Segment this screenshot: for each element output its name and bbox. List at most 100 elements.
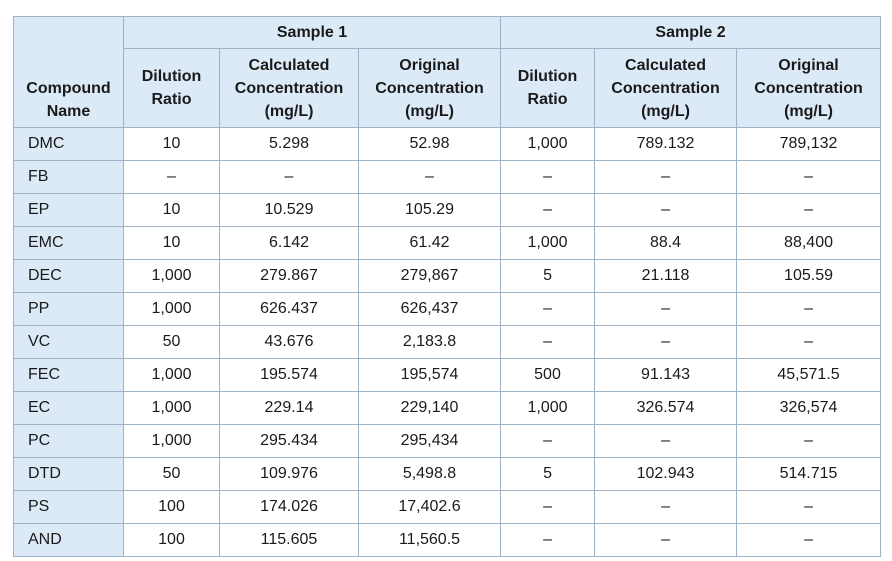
- table-row: FEC 1,000 195.574 195,574 500 91.143 45,571.5: [13, 358, 882, 392]
- value-cell: 789.132: [594, 127, 738, 161]
- value-cell: 626,437: [357, 292, 502, 326]
- value-cell: 1,000: [500, 127, 596, 161]
- value-cell: 229,140: [357, 391, 502, 425]
- compound-cell: PS: [13, 490, 124, 524]
- value-cell: –: [736, 292, 882, 326]
- value-cell: 10: [123, 193, 220, 227]
- table-row: PS 100 174.026 17,402.6– – –: [13, 490, 882, 524]
- value-cell: 500: [500, 358, 596, 392]
- value-cell: 43.676: [219, 325, 359, 359]
- value-cell: 195,574: [357, 358, 502, 392]
- value-cell: 174.026: [219, 490, 359, 524]
- value-cell: 2,183.8: [357, 325, 502, 359]
- value-cell: 102.943: [594, 457, 738, 491]
- group-header: Sample 1: [122, 16, 502, 49]
- value-cell: 1,000: [500, 226, 596, 260]
- value-cell: 17,402.6: [357, 490, 502, 524]
- value-cell: –: [357, 160, 502, 194]
- table-row: DMC 10 5.298 52.98 1,000 789.132 789,132: [13, 127, 882, 161]
- value-cell: –: [500, 292, 596, 326]
- value-cell: 295.434: [219, 424, 359, 458]
- value-cell: 91.143: [594, 358, 738, 392]
- column-header: Original Concentration (mg/L): [357, 48, 502, 128]
- value-cell: 105.29: [357, 193, 502, 227]
- value-cell: –: [500, 160, 596, 194]
- value-cell: –: [736, 193, 882, 227]
- value-cell: 1,000: [123, 424, 220, 458]
- compound-cell: FB: [13, 160, 124, 194]
- table-row: DEC 1,000 279.867 279,867 5 21.118 105.59: [13, 259, 882, 293]
- value-cell: 61.42: [357, 226, 502, 260]
- value-cell: 229.14: [219, 391, 359, 425]
- value-cell: –: [594, 490, 738, 524]
- value-cell: 6.142: [219, 226, 359, 260]
- value-cell: 50: [123, 457, 220, 491]
- value-cell: 279,867: [357, 259, 502, 293]
- value-cell: 109.976: [219, 457, 359, 491]
- value-cell: 5,498.8: [357, 457, 502, 491]
- compound-cell: PP: [13, 292, 124, 326]
- header-row: Dilution Ratio Calculated Concentration (…: [14, 48, 882, 128]
- value-cell: 100: [123, 490, 220, 524]
- value-cell: 21.118: [594, 259, 738, 293]
- value-cell: 88,400: [736, 226, 882, 260]
- value-cell: –: [736, 490, 882, 524]
- table-row: FB – – – – – –: [13, 160, 882, 194]
- compound-cell: FEC: [13, 358, 124, 392]
- value-cell: 10.529: [219, 193, 359, 227]
- value-cell: –: [594, 325, 738, 359]
- value-cell: 88.4: [594, 226, 738, 260]
- value-cell: 326,574: [736, 391, 882, 425]
- value-cell: –: [123, 160, 220, 194]
- value-cell: 326.574: [594, 391, 738, 425]
- value-cell: –: [736, 160, 882, 194]
- value-cell: 1,000: [500, 391, 596, 425]
- value-cell: –: [736, 325, 882, 359]
- column-header: Dilution Ratio: [500, 48, 596, 128]
- header-cell: Compound Name: [13, 16, 124, 128]
- value-cell: –: [594, 523, 738, 557]
- value-cell: 5: [500, 259, 596, 293]
- column-header: Calculated Concentration (mg/L): [594, 48, 738, 128]
- compound-cell: AND: [13, 523, 124, 557]
- value-cell: 52.98: [357, 127, 502, 161]
- compound-cell: PC: [13, 424, 124, 458]
- value-cell: 100: [123, 523, 220, 557]
- table-row: DTD 50 109.976 5,498.8 5 102.943 514.715: [13, 457, 882, 491]
- value-cell: –: [594, 292, 738, 326]
- table-row: EC 1,000 229.14 229,140 1,000 326.574 326,574: [13, 391, 882, 425]
- value-cell: –: [500, 193, 596, 227]
- value-cell: –: [594, 160, 738, 194]
- value-cell: –: [500, 490, 596, 524]
- table-row: AND 100 115.605 11,560.5– – –: [13, 523, 882, 557]
- value-cell: 279.867: [219, 259, 359, 293]
- value-cell: 45,571.5: [736, 358, 882, 392]
- value-cell: 789,132: [736, 127, 882, 161]
- table-row: VC 50 43.676 2,183.8– – –: [13, 325, 882, 359]
- value-cell: 1,000: [123, 259, 220, 293]
- value-cell: 5: [500, 457, 596, 491]
- table-row: EMC 10 6.142 61.42 1,000 88.4 88,400: [13, 226, 882, 260]
- table-row: PC 1,000 295.434 295,434– – –: [13, 424, 882, 458]
- value-cell: 10: [123, 226, 220, 260]
- value-cell: –: [736, 424, 882, 458]
- value-cell: 514.715: [736, 457, 882, 491]
- value-cell: 1,000: [123, 292, 220, 326]
- value-cell: –: [594, 424, 738, 458]
- group-header: Sample 2: [500, 16, 882, 49]
- column-header: Dilution Ratio: [123, 48, 220, 128]
- column-header: Calculated Concentration (mg/L): [219, 48, 359, 128]
- value-cell: 195.574: [219, 358, 359, 392]
- compound-cell: DMC: [13, 127, 124, 161]
- value-cell: –: [594, 193, 738, 227]
- data-table: Compound Name Sample 1 Sample 2 Dilution…: [13, 16, 882, 557]
- value-cell: –: [219, 160, 359, 194]
- value-cell: –: [500, 325, 596, 359]
- compound-cell: EP: [13, 193, 124, 227]
- value-cell: 11,560.5: [357, 523, 502, 557]
- compound-cell: DTD: [13, 457, 124, 491]
- column-header: Original Concentration (mg/L): [736, 48, 882, 128]
- compound-cell: EMC: [13, 226, 124, 260]
- value-cell: 5.298: [219, 127, 359, 161]
